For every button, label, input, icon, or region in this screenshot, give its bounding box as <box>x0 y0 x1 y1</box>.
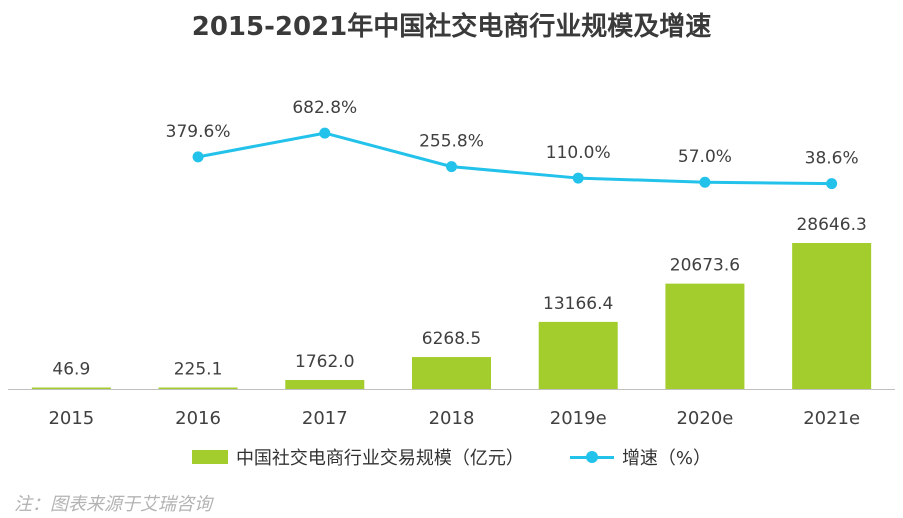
x-tick-label: 2020e <box>676 408 733 429</box>
bar-value-label: 13166.4 <box>543 294 613 314</box>
legend: 中国社交电商行业交易规模（亿元） 增速（%） <box>0 444 903 470</box>
growth-line <box>197 131 832 186</box>
bar-value-label: 6268.5 <box>422 329 481 349</box>
growth-value-label: 379.6% <box>166 122 231 142</box>
legend-item-growth: 增速（%） <box>569 444 712 470</box>
bar-value-label: 20673.6 <box>670 256 740 276</box>
x-tick-label: 2017 <box>302 408 348 429</box>
growth-point-2021e <box>826 178 838 190</box>
bar-2017 <box>285 380 365 389</box>
x-tick-label: 2016 <box>175 408 221 429</box>
growth-point-2018 <box>446 161 457 173</box>
legend-item-scale: 中国社交电商行业交易规模（亿元） <box>191 444 524 470</box>
legend-bar-swatch <box>191 450 228 464</box>
x-axis-labels: 2015 2016 2017 2018 2019e 2020e 2021e <box>48 408 860 429</box>
bar-value-label: 225.1 <box>174 360 223 380</box>
growth-point-2019e <box>572 172 584 184</box>
bar-2015 <box>31 387 111 389</box>
growth-point-2016 <box>192 151 204 163</box>
bar-value-label: 46.9 <box>52 360 90 380</box>
legend-scale-label: 中国社交电商行业交易规模（亿元） <box>235 448 524 469</box>
growth-point-2017 <box>319 127 331 139</box>
legend-growth-label: 增速（%） <box>621 448 712 469</box>
growth-value-label: 110.0% <box>546 143 611 163</box>
bar-2019e <box>538 321 618 389</box>
growth-value-label: 57.0% <box>678 147 732 167</box>
growth-value-label: 38.6% <box>805 149 859 169</box>
x-tick-label: 2019e <box>550 408 607 429</box>
legend-line-swatch <box>569 450 614 464</box>
source-footnote: 注：图表来源于艾瑞咨询 <box>14 494 212 515</box>
bar-value-label: 28646.3 <box>796 215 866 235</box>
chart-title: 2015-2021年中国社交电商行业规模及增速 <box>191 12 712 42</box>
growth-line-series: 379.6% 682.8% 255.8% 110.0% 57.0% 38.6% <box>166 98 859 190</box>
growth-value-label: 682.8% <box>292 98 357 118</box>
bar-2021e <box>792 243 872 389</box>
bar-2020e <box>665 283 745 389</box>
x-tick-label: 2018 <box>429 408 475 429</box>
bar-series: 46.9 225.1 1762.0 6268.5 13166.4 20673.6 28646… <box>31 215 872 389</box>
bar-2016 <box>158 387 238 389</box>
bar-2018 <box>412 357 491 389</box>
x-tick-label: 2021e <box>803 408 860 429</box>
bar-value-label: 1762.0 <box>295 352 354 372</box>
growth-point-2020e <box>699 176 711 188</box>
growth-value-label: 255.8% <box>419 132 484 152</box>
x-tick-label: 2015 <box>48 408 94 429</box>
